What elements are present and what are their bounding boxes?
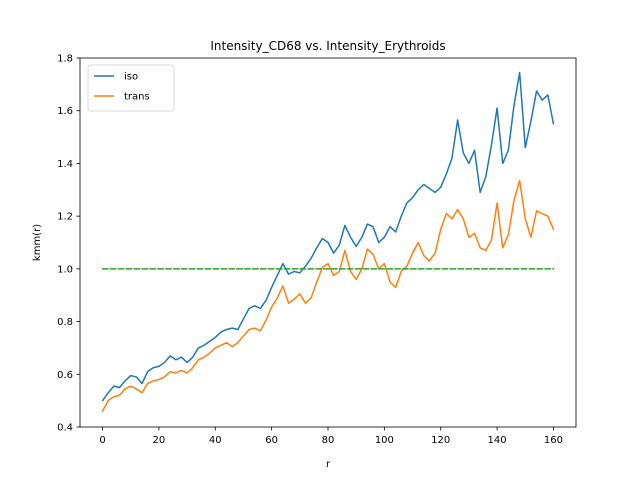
y-tick-label: 1.8 <box>57 54 73 65</box>
legend-label-iso: iso <box>124 72 138 83</box>
series-line-iso <box>101 71 555 402</box>
y-tick-label: 1.4 <box>57 159 73 170</box>
x-tick-label: 120 <box>431 435 450 446</box>
x-tick-label: 160 <box>544 435 563 446</box>
y-axis-ticks: 0.4 0.6 0.8 1.0 1.2 1.4 1.6 1.8 <box>57 54 80 434</box>
x-axis-ticks: 0 20 40 60 80 100 120 140 160 <box>99 427 563 446</box>
x-axis-label: r <box>326 459 331 470</box>
x-tick-label: 80 <box>322 435 335 446</box>
y-tick-label: 0.4 <box>57 423 73 434</box>
legend: iso trans <box>87 64 175 112</box>
chart-title: Intensity_CD68 vs. Intensity_Erythroids <box>210 39 445 53</box>
x-tick-label: 0 <box>99 435 105 446</box>
x-tick-label: 40 <box>209 435 222 446</box>
y-axis-label: kmm(r) <box>32 224 43 261</box>
x-tick-label: 20 <box>153 435 166 446</box>
y-tick-label: 0.8 <box>57 317 73 328</box>
legend-label-trans: trans <box>124 92 150 103</box>
plot-area-frame <box>79 57 577 428</box>
y-tick-label: 1.6 <box>57 106 73 117</box>
x-tick-label: 60 <box>265 435 278 446</box>
y-tick-label: 1.2 <box>57 212 73 223</box>
series-line-trans <box>101 179 555 412</box>
y-tick-label: 1.0 <box>57 264 73 275</box>
plot-lines <box>101 71 555 412</box>
x-tick-label: 100 <box>375 435 394 446</box>
y-tick-label: 0.6 <box>57 370 73 381</box>
x-tick-label: 140 <box>488 435 507 446</box>
